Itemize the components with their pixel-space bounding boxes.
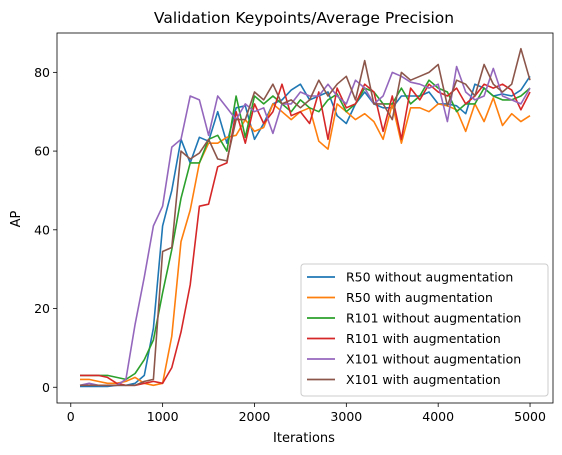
chart-title: Validation Keypoints/Average Precision: [154, 9, 454, 27]
y-tick-label: 80: [34, 65, 50, 80]
series-line-5: [79, 65, 531, 387]
series-line-4: [80, 83, 531, 387]
x-tick-label: 3000: [330, 409, 362, 424]
plot-lines: [79, 47, 531, 388]
series-line-1: [80, 75, 531, 388]
series-line-6: [80, 47, 531, 387]
y-tick-label: 40: [34, 222, 50, 237]
legend-label: R101 without augmentation: [346, 311, 521, 326]
y-tick-label: 60: [34, 144, 50, 159]
legend-label: X101 without augmentation: [346, 352, 521, 367]
legend-label: R50 with augmentation: [346, 290, 493, 305]
legend-label: R50 without augmentation: [346, 270, 513, 285]
x-tick-label: 1000: [147, 409, 179, 424]
legend-label: X101 with augmentation: [346, 372, 501, 387]
y-axis-label: AP: [9, 210, 24, 227]
x-axis-ticks: 0 1000 2000 3000 4000 5000: [67, 403, 546, 424]
x-axis-label: Iterations: [273, 431, 335, 446]
x-tick-label: 5000: [514, 409, 546, 424]
y-tick-label: 0: [42, 380, 50, 395]
y-axis-ticks: 0 20 40 60 80: [34, 65, 57, 395]
legend: R50 without augmentation R50 with augment…: [300, 263, 549, 397]
x-tick-label: 4000: [422, 409, 454, 424]
y-tick-label: 20: [34, 301, 50, 316]
plot-frame: [56, 32, 554, 404]
legend-box: [300, 263, 549, 397]
x-tick-label: 2000: [239, 409, 271, 424]
legend-label: R101 with augmentation: [346, 331, 501, 346]
x-tick-label: 0: [67, 409, 75, 424]
